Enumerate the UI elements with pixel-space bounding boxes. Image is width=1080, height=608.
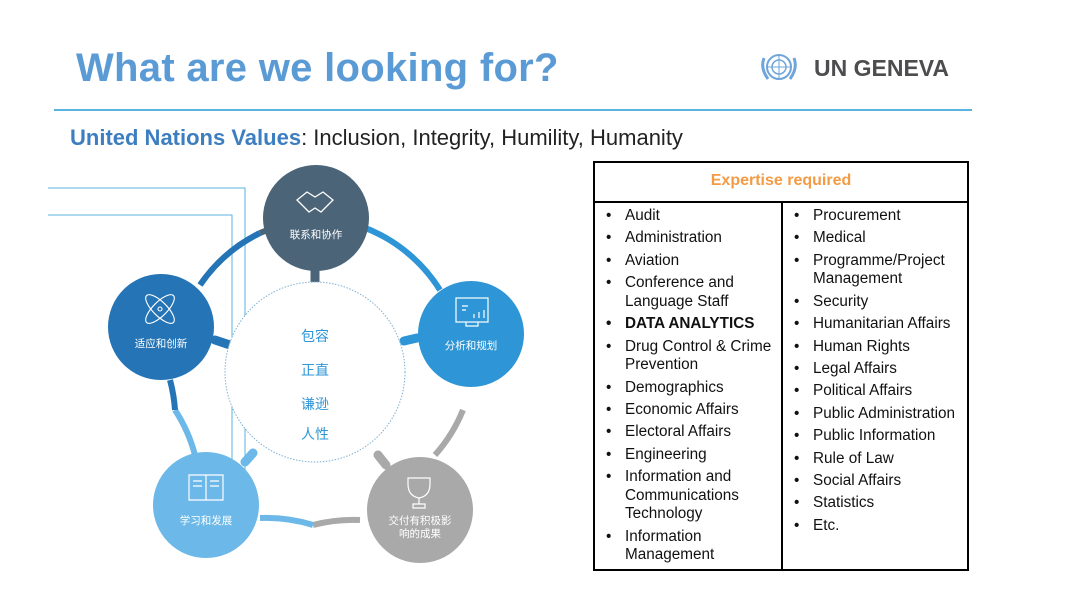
node-analysis: 分析和规划	[418, 281, 524, 387]
expertise-item: Information and Communications Technolog…	[605, 468, 781, 524]
expertise-item: Electoral Affairs	[605, 423, 781, 442]
center-value-1: 包容	[301, 328, 329, 345]
expertise-item: Etc.	[793, 517, 967, 536]
expertise-item: Rule of Law	[793, 450, 967, 469]
trophy-icon	[407, 477, 431, 509]
expertise-item: Humanitarian Affairs	[793, 315, 967, 334]
handshake-icon	[296, 191, 334, 213]
node-label: 学习和发展	[180, 514, 233, 527]
expertise-item: Political Affairs	[793, 382, 967, 401]
un-emblem-icon	[761, 54, 797, 80]
un-geneva-logo: UN GENEVA	[758, 50, 949, 86]
expertise-table: Expertise required Audit Administration Av…	[593, 161, 969, 571]
center-value-3: 谦逊	[301, 397, 329, 413]
node-learning: 学习和发展	[153, 452, 259, 558]
node-label: 交付有积极影	[389, 514, 452, 527]
expertise-item: Public Information	[793, 427, 967, 446]
expertise-item: Procurement	[793, 207, 967, 226]
expertise-list-left: Audit Administration Aviation Conference an…	[605, 207, 781, 565]
expertise-item: Medical	[793, 229, 967, 248]
expertise-item: Information Management	[605, 528, 781, 565]
logo-text: UN GENEVA	[814, 54, 950, 81]
node-label: 适应和创新	[135, 337, 188, 350]
expertise-item: Drug Control & Crime Prevention	[605, 338, 781, 375]
node-innovation: 适应和创新	[108, 274, 214, 380]
slide-title: What are we looking for?	[76, 46, 559, 90]
node-label-2: 响的成果	[399, 527, 441, 540]
values-list: : Inclusion, Integrity, Humility, Humani…	[301, 125, 683, 150]
expertise-list-right: Procurement Medical Programme/Project Mana…	[793, 207, 967, 535]
atom-icon	[145, 294, 175, 324]
monitor-chart-icon	[455, 297, 489, 327]
expertise-item: Aviation	[605, 252, 781, 271]
expertise-item: Statistics	[793, 494, 967, 513]
expertise-item: Conference and Language Staff	[605, 274, 781, 311]
expertise-item: Social Affairs	[793, 472, 967, 491]
expertise-item: Administration	[605, 229, 781, 248]
node-label: 联系和协作	[290, 228, 343, 241]
values-label: United Nations Values	[70, 125, 302, 150]
expertise-item: Public Administration	[793, 405, 967, 424]
expertise-item: Human Rights	[793, 338, 967, 357]
center-value-2: 正直	[301, 362, 329, 379]
title-divider	[54, 109, 972, 111]
node-collaboration: 联系和协作	[263, 165, 369, 271]
expertise-item: Security	[793, 293, 967, 312]
expertise-header: Expertise required	[595, 163, 967, 203]
expertise-item: Demographics	[605, 379, 781, 398]
competency-diagram: 包容 正直 谦逊 人性 联系和协作 分析和规划 交付有积极影 响的成果 学习和发…	[48, 165, 524, 563]
expertise-item: Legal Affairs	[793, 360, 967, 379]
expertise-item: DATA ANALYTICS	[605, 315, 781, 334]
expertise-item: Programme/Project Management	[793, 252, 967, 289]
node-results: 交付有积极影 响的成果	[367, 457, 473, 563]
expertise-item: Engineering	[605, 446, 781, 465]
center-value-4: 人性	[301, 427, 329, 443]
expertise-item: Economic Affairs	[605, 401, 781, 420]
node-label: 分析和规划	[445, 339, 498, 352]
expertise-item: Audit	[605, 207, 781, 226]
un-values: United Nations Values: Inclusion, Integr…	[70, 125, 683, 151]
book-icon	[188, 474, 224, 501]
